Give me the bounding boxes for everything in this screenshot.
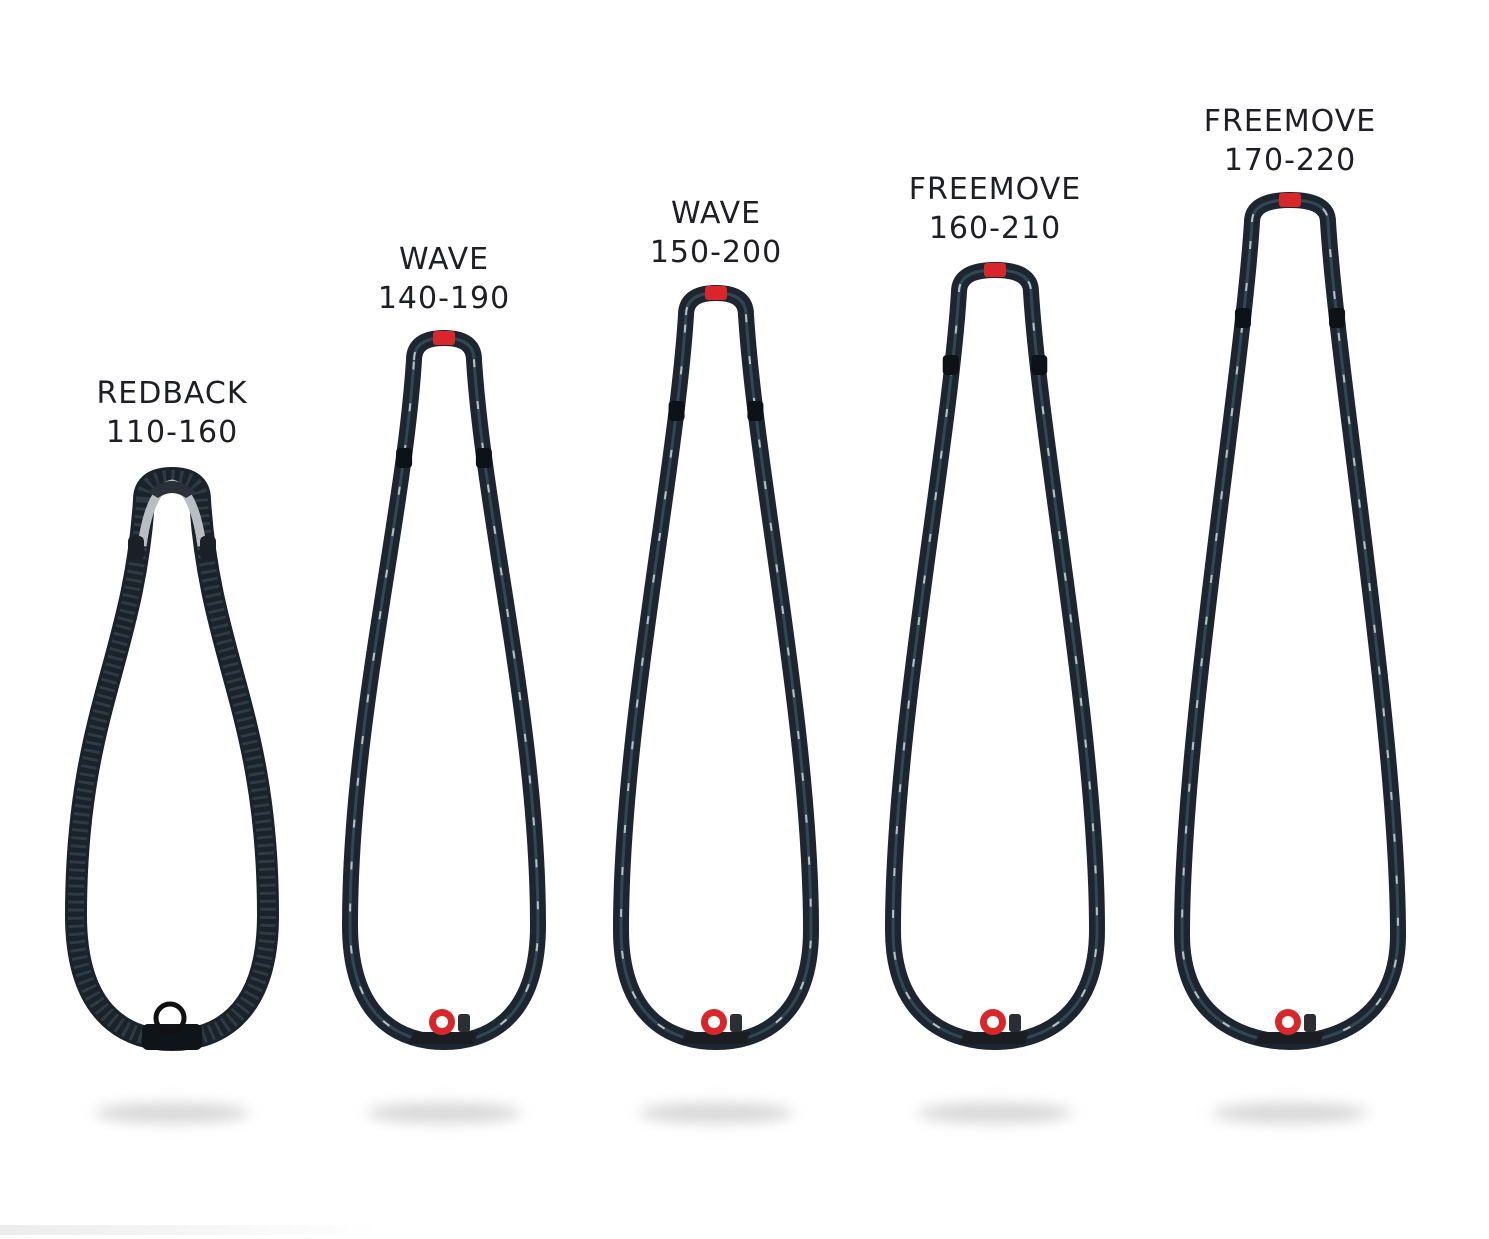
model-name: WAVE	[398, 242, 490, 277]
collar-right	[747, 401, 764, 421]
size-range: 110-160	[105, 415, 239, 450]
boom-wave-150-200	[613, 285, 819, 1123]
head-cap	[1279, 193, 1301, 207]
boom-front-clamp-icon	[959, 1032, 1029, 1044]
floor-shadow	[638, 1103, 794, 1123]
boom-front-clamp-icon	[1254, 1032, 1324, 1044]
collar-right	[200, 536, 216, 560]
product-label-freemove-160-210: FREEMOVE 160-210	[909, 170, 1081, 248]
boom-tube	[65, 467, 279, 1051]
clamp-pin	[1009, 1014, 1021, 1032]
clamp-lever-center	[436, 1016, 448, 1028]
model-name: FREEMOVE	[908, 172, 1082, 207]
size-range: 140-190	[377, 281, 511, 316]
floor-shadow	[917, 1103, 1073, 1123]
collar-left	[128, 536, 144, 560]
collar-right	[1329, 308, 1346, 328]
clamp-lever-center	[1282, 1016, 1294, 1028]
grip-texture	[68, 470, 276, 1048]
product-label-wave-150-200: WAVE 150-200	[650, 194, 782, 272]
tube-highlight	[619, 291, 813, 1044]
clamp-lever-center	[987, 1016, 999, 1028]
model-name: REDBACK	[96, 376, 248, 411]
collar-left	[942, 355, 959, 375]
collar-left	[1234, 308, 1251, 328]
boom-redback-110-160	[65, 467, 279, 1123]
product-label-freemove-170-220: FREEMOVE 170-220	[1204, 102, 1376, 180]
collar-right	[1031, 355, 1048, 375]
tube-highlight	[1180, 198, 1400, 1044]
boom-wave-140-190	[342, 330, 546, 1123]
product-label-wave-140-190: WAVE 140-190	[378, 240, 510, 318]
boom-freemove-160-210	[885, 262, 1105, 1123]
tube-highlight	[348, 336, 540, 1044]
clamp-ring	[153, 1001, 187, 1035]
size-range: 160-210	[928, 211, 1062, 246]
head-fitting	[148, 481, 196, 498]
floor-shadow	[366, 1103, 522, 1123]
product-label-redback-110-160: REDBACK 110-160	[96, 374, 247, 452]
boom-front-clamp-icon	[680, 1032, 750, 1044]
scale-markings	[348, 336, 540, 1044]
collar-left	[396, 448, 413, 468]
boom-freemove-170-220	[1174, 192, 1406, 1123]
bottom-edge-fade	[0, 1225, 380, 1235]
collar-right	[475, 448, 492, 468]
boom-tube	[342, 330, 546, 1050]
model-name: WAVE	[670, 196, 762, 231]
floor-shadow	[1212, 1103, 1368, 1123]
clamp-pin	[730, 1014, 742, 1032]
model-name: FREEMOVE	[1203, 104, 1377, 139]
head-cap	[984, 263, 1006, 277]
scale-markings	[891, 268, 1099, 1044]
clamp-pin	[1304, 1014, 1316, 1032]
head-cap	[433, 331, 455, 345]
clamp-lever-center	[708, 1016, 720, 1028]
boom-tube	[613, 285, 819, 1050]
collar-left	[668, 401, 685, 421]
boom-front-clamp-icon	[408, 1032, 478, 1044]
tube-highlight	[891, 268, 1099, 1044]
boom-tube	[1174, 192, 1406, 1050]
size-range: 170-220	[1223, 143, 1357, 178]
clamp-pin	[458, 1014, 470, 1032]
head-cap	[705, 286, 727, 300]
floor-shadow	[94, 1103, 250, 1123]
redback-front-clamp-icon	[142, 1024, 202, 1050]
size-range: 150-200	[649, 235, 783, 270]
boom-tube	[885, 262, 1105, 1050]
